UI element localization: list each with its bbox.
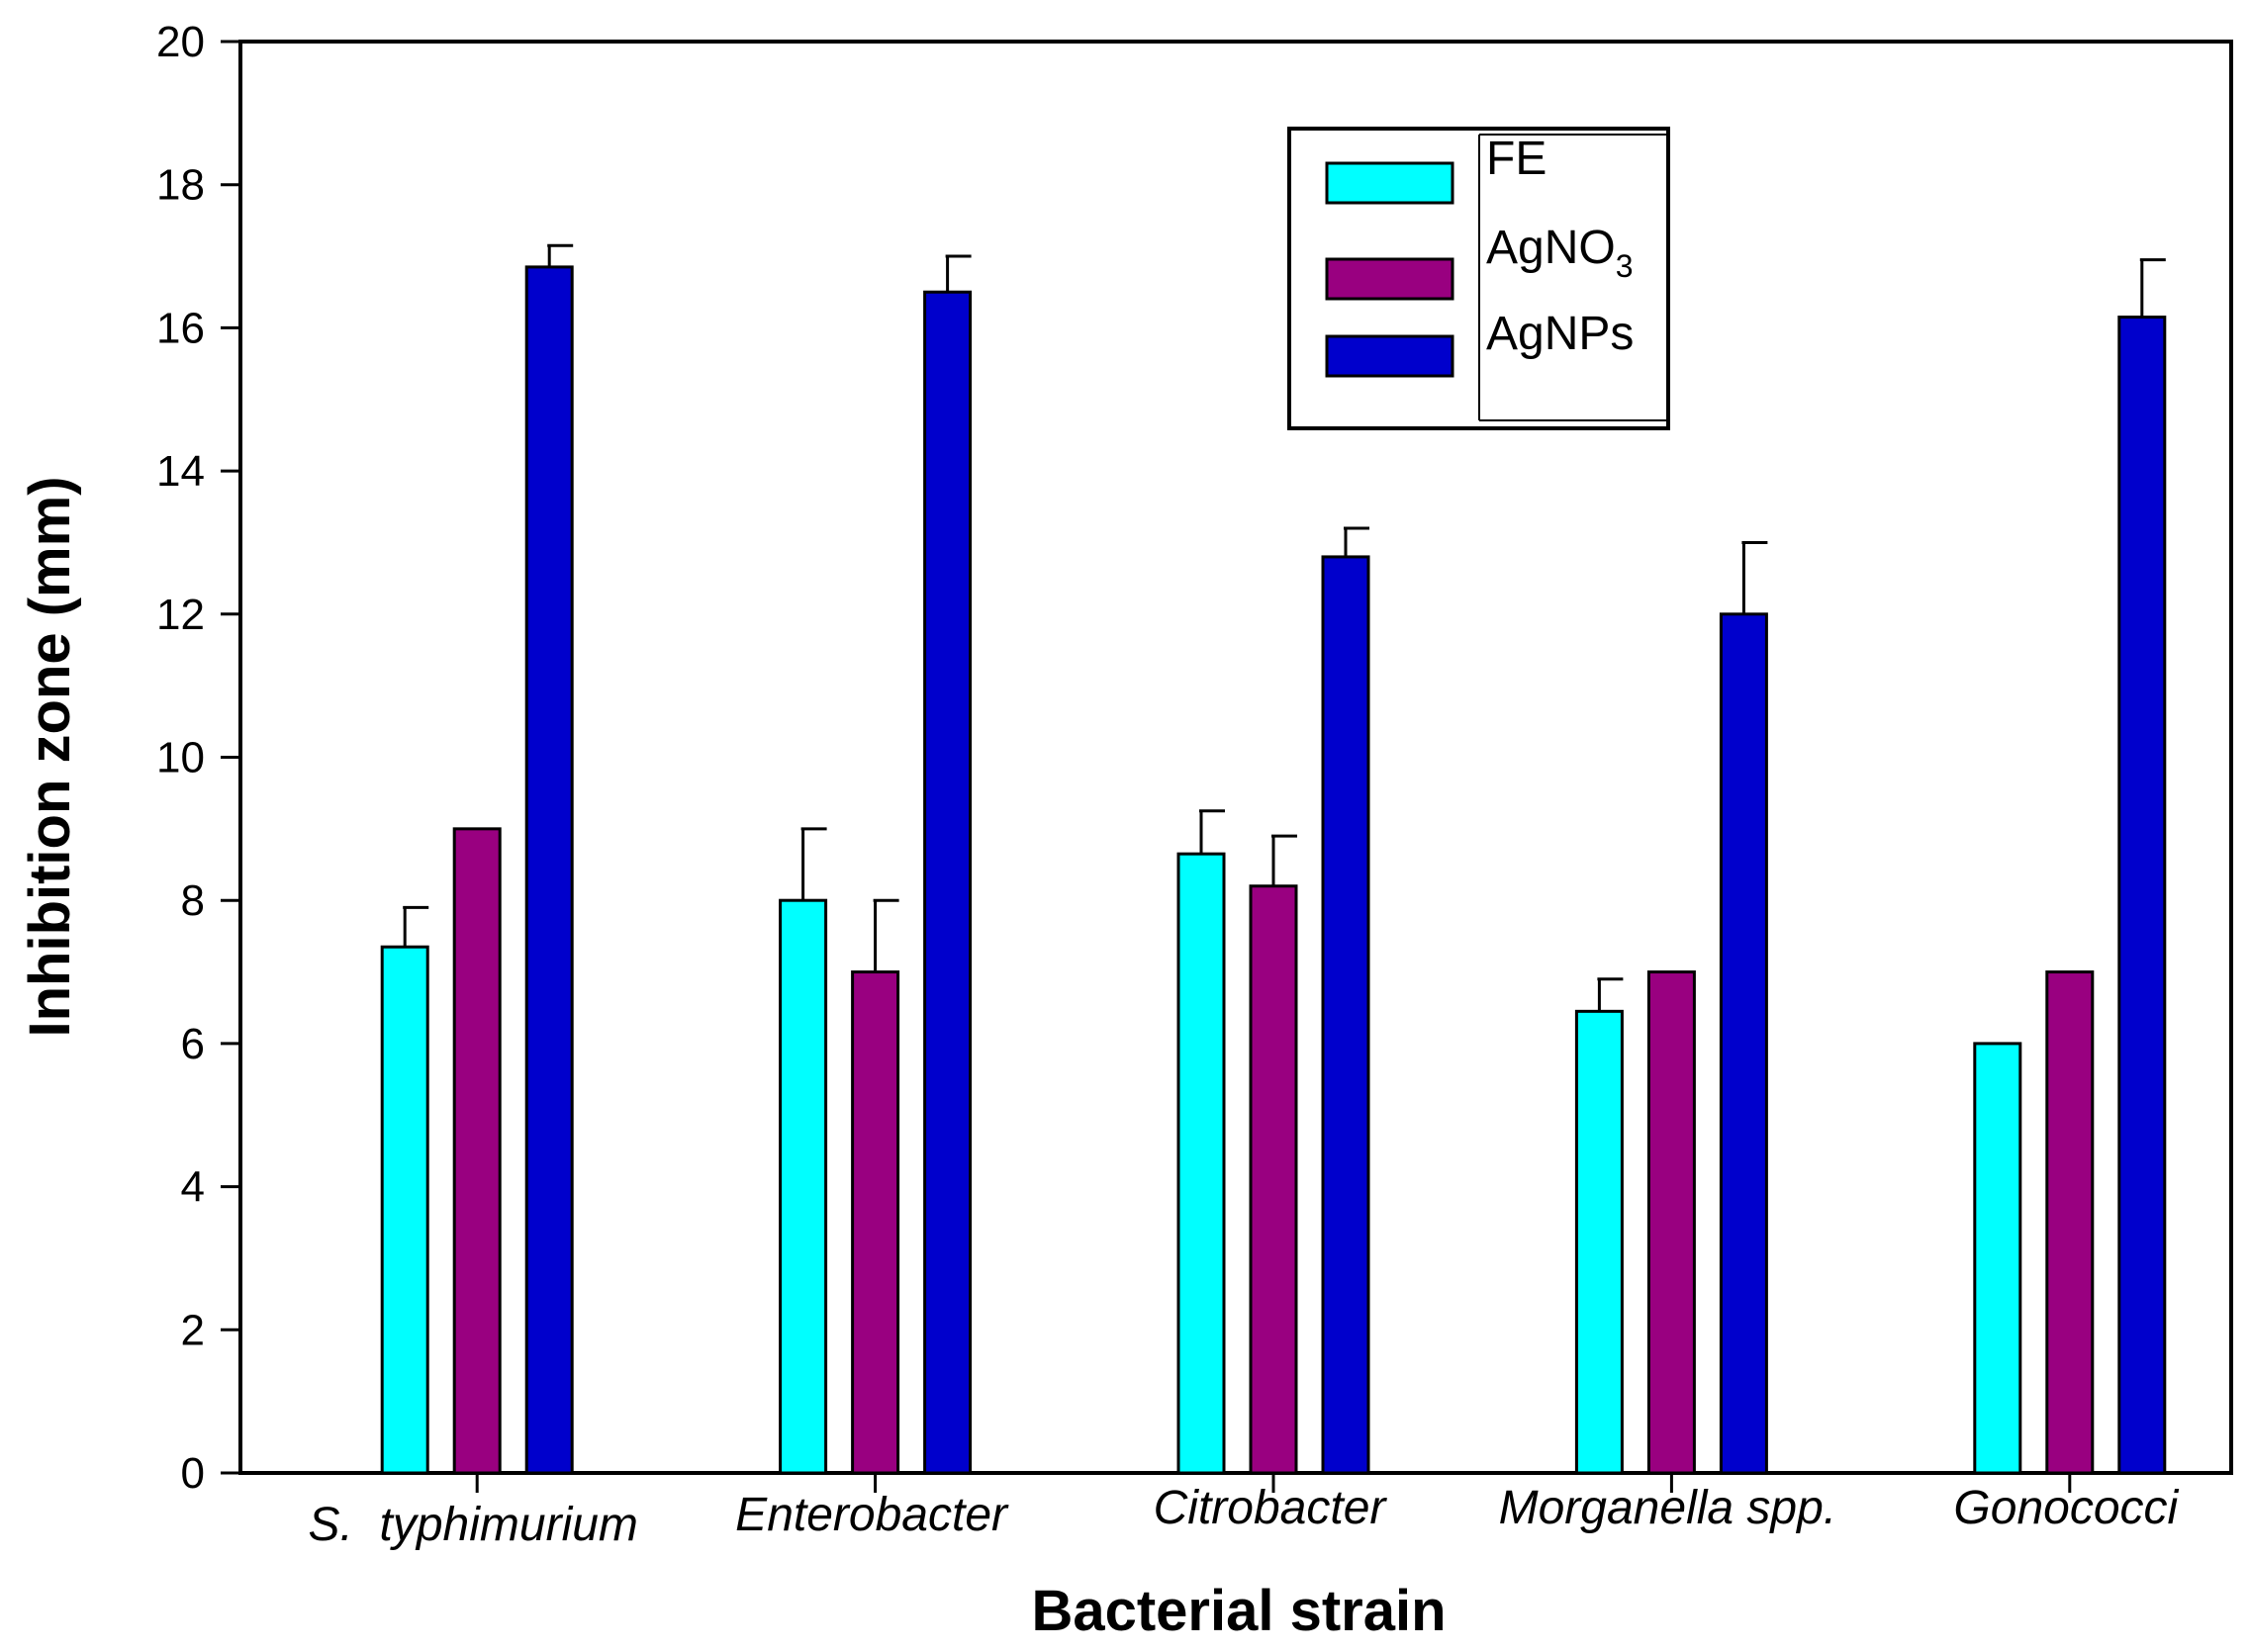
y-tick-label: 8 — [181, 876, 205, 925]
y-tick-label: 6 — [181, 1020, 205, 1068]
bar-agnps-2 — [923, 290, 973, 1475]
y-tick-label: 2 — [181, 1306, 205, 1354]
x-axis: S. typhimurium Enterobacter Citrobacter Mor… — [308, 1473, 2180, 1551]
y-tick-label: 18 — [156, 161, 205, 210]
bar-agnps-3 — [1321, 555, 1370, 1475]
bar-agno3-4 — [1646, 970, 1696, 1475]
bar-fe-4 — [1574, 1009, 1624, 1475]
x-tick-label: Morganella spp. — [1499, 1482, 1837, 1534]
legend-label-main: AgNPs — [1486, 308, 1634, 360]
legend-swatch-agno3 — [1325, 257, 1454, 301]
y-tick-label: 14 — [156, 447, 205, 496]
legend-label-main: FE — [1486, 133, 1547, 185]
legend-swatch-fe — [1325, 161, 1454, 205]
x-axis-title: Bacterial strain — [1031, 1579, 1446, 1643]
bar-agnps-1 — [524, 265, 574, 1475]
bar-agnps-5 — [2117, 316, 2167, 1475]
x-tick-label: S. typhimurium — [308, 1499, 637, 1551]
y-tick-label: 12 — [156, 591, 205, 639]
y-tick-label: 10 — [156, 734, 205, 782]
legend: FE AgNO3 AgNPs — [1287, 127, 1670, 430]
legend-label-agno3: AgNO3 — [1486, 222, 1634, 284]
bar-agno3-2 — [851, 970, 900, 1475]
legend-label-subscript: 3 — [1616, 248, 1634, 284]
x-tick-label: Enterobacter — [735, 1489, 1009, 1541]
y-tick-label: 4 — [181, 1163, 205, 1212]
bar-agnps-4 — [1719, 612, 1768, 1475]
legend-label-fe: FE — [1486, 133, 1547, 185]
y-axis: 0 2 4 6 8 10 12 14 16 18 20 — [156, 18, 240, 1498]
bar-agno3-5 — [2045, 970, 2095, 1475]
legend-swatch-agnps — [1325, 334, 1454, 378]
x-tick-label: Citrobacter — [1154, 1482, 1388, 1534]
bar-fe-3 — [1176, 852, 1226, 1475]
legend-label-main: AgNO — [1486, 222, 1616, 274]
y-tick-label: 16 — [156, 304, 205, 352]
bar-fe-5 — [1973, 1042, 2022, 1475]
y-tick-label: 20 — [156, 18, 205, 66]
bar-agno3-1 — [452, 827, 502, 1475]
y-axis-title: Inhibition zone (mm) — [18, 476, 82, 1037]
y-tick-label: 0 — [181, 1449, 205, 1498]
bar-fe-1 — [380, 945, 429, 1475]
bar-agno3-3 — [1249, 884, 1298, 1475]
bar-fe-2 — [779, 898, 828, 1475]
bars-layer — [380, 243, 2167, 1475]
legend-label-agnps: AgNPs — [1486, 308, 1634, 360]
x-tick-label: Gonococci — [1953, 1482, 2179, 1534]
